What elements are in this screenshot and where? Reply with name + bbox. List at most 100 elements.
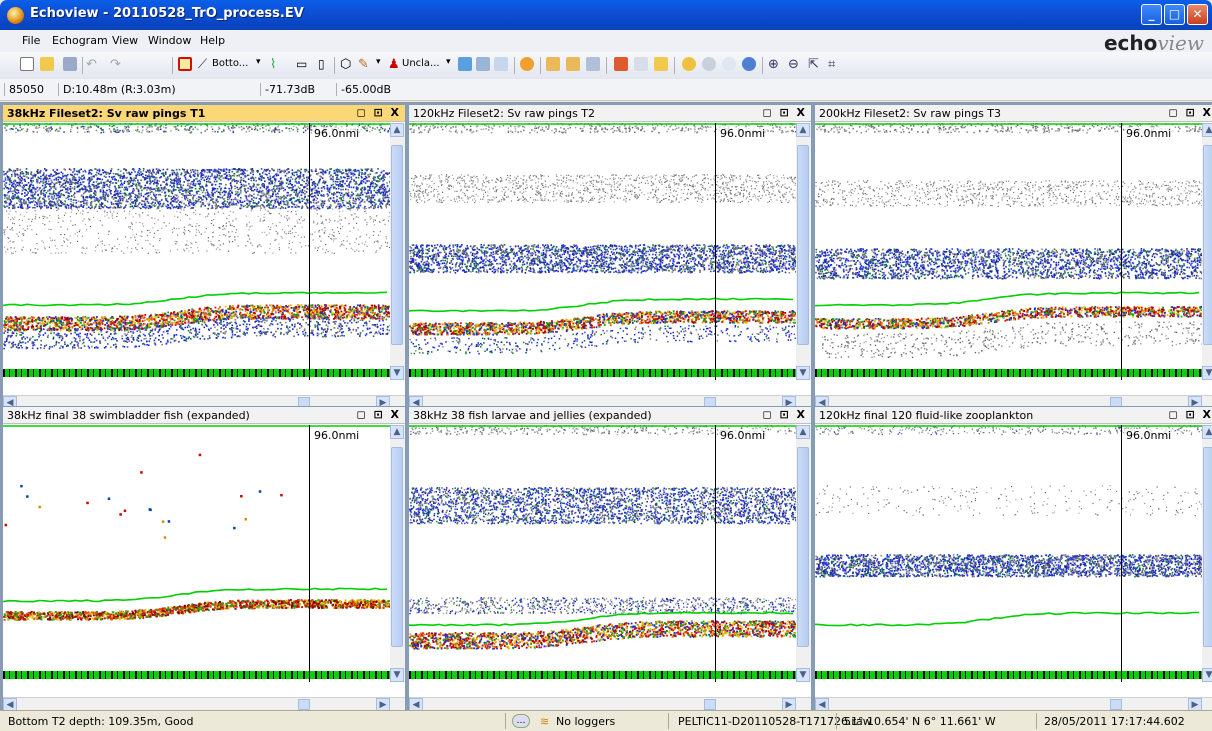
region-class-icon[interactable]: ♟ [388,57,400,73]
echogram-pane[interactable]: 38kHz 38 fish larvae and jellies (expand… [408,406,812,712]
brush-icon[interactable]: ✎ [358,57,369,73]
horizontal-scroll-thumb[interactable] [298,699,310,710]
pane-window-controls[interactable]: ◻ ⊡ X [357,408,402,421]
clock-icon[interactable] [520,57,534,71]
pane-header[interactable]: 38kHz Fileset2: Sv raw pings T1 ◻ ⊡ X [3,105,405,122]
export-region-icon[interactable] [566,57,580,71]
open-file-icon[interactable] [40,57,54,71]
pane-window-controls[interactable]: ◻ ⊡ X [1169,106,1212,119]
pane-header[interactable]: 120kHz final 120 fluid-like zooplankton ◻… [815,407,1212,424]
horizontal-scrollbar[interactable]: ◀ ▶ [409,395,811,409]
undo-icon[interactable]: ↶ [86,57,97,73]
echogram-plot[interactable]: 96.0nmi [3,123,391,380]
scroll-up-icon[interactable]: ▲ [1202,425,1212,439]
scroll-up-icon[interactable]: ▲ [390,123,404,137]
horizontal-scrollbar[interactable]: ◀ ▶ [3,395,405,409]
vertical-scrollbar[interactable]: ▲ ▼ [1202,123,1212,380]
scroll-thumb[interactable] [797,447,809,647]
scroll-down-icon[interactable]: ▼ [1202,668,1212,682]
brush-dropdown-icon[interactable]: ▾ [376,57,381,73]
echogram-plot[interactable]: 96.0nmi [815,123,1203,380]
column-icon[interactable]: ▯ [318,57,325,73]
check-icon[interactable] [682,57,696,71]
vertical-scrollbar[interactable]: ▲ ▼ [390,425,405,682]
comment-icon[interactable] [702,57,716,71]
class-dropdown-icon[interactable]: ▾ [446,57,451,73]
pane-window-controls[interactable]: ◻ ⊡ X [357,106,402,119]
scroll-down-icon[interactable]: ▼ [796,668,810,682]
polyline-icon[interactable]: ⌇ [270,57,276,73]
region-fill-icon[interactable] [458,57,472,71]
echogram-plot[interactable]: 96.0nmi [3,425,391,682]
horizontal-scroll-thumb[interactable] [1110,699,1122,710]
region-class-dropdown[interactable]: Uncla... [402,58,440,69]
zoom-fit-icon[interactable]: ⌗ [828,57,835,73]
close-button[interactable]: ✕ [1187,4,1208,25]
settings-icon[interactable] [586,57,600,71]
scroll-left-icon[interactable]: ◀ [409,698,423,711]
pane-window-controls[interactable]: ◻ ⊡ X [763,408,808,421]
echogram-pane[interactable]: 120kHz final 120 fluid-like zooplankton ◻… [814,406,1212,712]
table-icon[interactable] [634,57,648,71]
save-icon[interactable] [63,57,77,71]
menu-file[interactable]: File [22,34,40,47]
echogram-pane[interactable]: 38kHz final 38 swimbladder fish (expande… [2,406,406,712]
scroll-up-icon[interactable]: ▲ [390,425,404,439]
echoview-app-icon[interactable] [7,7,24,24]
rectangle-select-icon[interactable] [178,57,192,71]
echogram-plot[interactable]: 96.0nmi [815,425,1203,682]
scroll-down-icon[interactable]: ▼ [796,366,810,380]
scroll-up-icon[interactable]: ▲ [796,123,810,137]
info-icon[interactable] [742,57,756,71]
scroll-thumb[interactable] [1203,447,1212,647]
echogram-pane[interactable]: 200kHz Fileset2: Sv raw pings T3 ◻ ⊡ X 96.… [814,104,1212,410]
scroll-down-icon[interactable]: ▼ [390,366,404,380]
layers-icon[interactable] [654,57,668,71]
pane-header[interactable]: 120kHz Fileset2: Sv raw pings T2 ◻ ⊡ X [409,105,811,122]
scroll-up-icon[interactable]: ▲ [796,425,810,439]
echogram-plot[interactable]: 96.0nmi [409,123,797,380]
echogram-plot[interactable]: 96.0nmi [409,425,797,682]
vertical-scrollbar[interactable]: ▲ ▼ [796,123,811,380]
scroll-thumb[interactable] [391,145,403,345]
more-icon[interactable]: … [512,714,530,728]
zoom-out-icon[interactable]: ⊖ [788,57,799,73]
bottom-line-dropdown[interactable]: Botto... [212,58,248,69]
scroll-down-icon[interactable]: ▼ [390,668,404,682]
horizontal-scroll-thumb[interactable] [704,699,716,710]
line-pick-icon[interactable]: ⟋ [198,57,207,73]
menu-view[interactable]: View [112,34,138,47]
pane-window-controls[interactable]: ◻ ⊡ X [763,106,808,119]
logger-icon[interactable] [722,57,736,71]
menu-window[interactable]: Window [148,34,191,47]
pane-header[interactable]: 38kHz final 38 swimbladder fish (expande… [3,407,405,424]
vertical-scrollbar[interactable]: ▲ ▼ [796,425,811,682]
menu-help[interactable]: Help [200,34,225,47]
scroll-up-icon[interactable]: ▲ [1202,123,1212,137]
pane-window-controls[interactable]: ◻ ⊡ X [1169,408,1212,421]
vertical-scrollbar[interactable]: ▲ ▼ [1202,425,1212,682]
zoom-in-icon[interactable]: ⊕ [768,57,779,73]
scroll-down-icon[interactable]: ▼ [1202,366,1212,380]
horizontal-scrollbar[interactable]: ◀ ▶ [3,697,405,711]
scroll-thumb[interactable] [797,145,809,345]
scroll-thumb[interactable] [391,447,403,647]
grid-icon[interactable] [476,57,490,71]
maximize-button[interactable]: □ [1164,4,1185,25]
menu-echogram[interactable]: Echogram [52,34,108,47]
pane-header[interactable]: 200kHz Fileset2: Sv raw pings T3 ◻ ⊡ X [815,105,1212,122]
pane-header[interactable]: 38kHz 38 fish larvae and jellies (expand… [409,407,811,424]
region-rect-icon[interactable]: ▭ [296,57,307,73]
vertical-scrollbar[interactable]: ▲ ▼ [390,123,405,380]
echogram-pane[interactable]: 120kHz Fileset2: Sv raw pings T2 ◻ ⊡ X 96.… [408,104,812,410]
new-file-icon[interactable] [20,57,34,71]
polygon-icon[interactable]: ⬡ [340,57,351,73]
chevron-down-icon[interactable]: ▾ [256,57,261,73]
echogram-pane[interactable]: 38kHz Fileset2: Sv raw pings T1 ◻ ⊡ X 96.0… [2,104,406,410]
graph-icon[interactable] [614,57,628,71]
export-icon[interactable] [546,57,560,71]
scroll-thumb[interactable] [1203,145,1212,345]
redo-icon[interactable]: ↷ [110,57,121,73]
minimize-button[interactable]: _ [1141,4,1162,25]
gate-icon[interactable] [494,57,508,71]
